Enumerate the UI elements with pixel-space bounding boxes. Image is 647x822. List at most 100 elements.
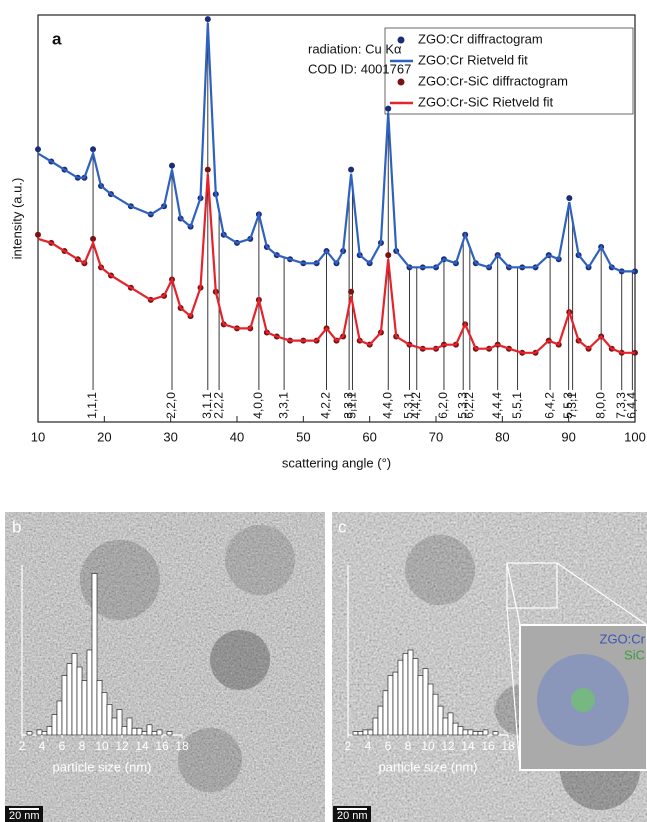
histogram-bar	[81, 680, 88, 736]
histogram-bar	[126, 717, 133, 736]
zoom-line	[506, 607, 521, 771]
histogram-bar	[96, 680, 103, 736]
inset-label: ZGO:Cr	[600, 631, 646, 646]
reflection-label: 6,4,4	[625, 392, 639, 419]
histogram-bar	[101, 692, 108, 736]
plot-frame	[37, 14, 636, 423]
histogram-bar	[61, 675, 68, 736]
histogram-bar	[121, 726, 128, 736]
data-point	[35, 231, 41, 238]
fit-line	[37, 173, 635, 354]
annotation: radiation: Cu Kα	[308, 41, 402, 56]
reflection-label: 6,2,2	[462, 392, 476, 419]
x-tick-label: 10	[31, 429, 45, 444]
histogram-bar	[66, 663, 73, 736]
particle	[178, 728, 242, 792]
histogram-bar	[377, 705, 384, 736]
histogram-bar	[482, 729, 489, 736]
x-tick-label: 10	[421, 739, 435, 753]
x-tick-label: 18	[501, 739, 515, 753]
reflection-label: 6,4,2	[542, 392, 556, 419]
histogram-bar	[452, 722, 459, 736]
x-tick-label: 14	[135, 739, 149, 753]
histogram-bar	[41, 731, 48, 736]
zoom-line	[556, 562, 647, 626]
histogram-bar	[36, 729, 43, 736]
histogram-bar	[46, 726, 53, 736]
legend-label: ZGO:Cr Rietveld fit	[418, 52, 528, 67]
x-axis-label: scattering angle (°)	[282, 455, 391, 470]
reflection-label: 5,1,1	[345, 392, 359, 419]
zoom-region	[506, 562, 558, 609]
x-tick-label: 8	[405, 739, 412, 753]
histogram-bar	[71, 653, 78, 736]
data-point	[204, 166, 211, 173]
histogram-bar	[407, 649, 414, 736]
inset-label: SiC	[624, 647, 645, 662]
histogram-bar	[51, 714, 58, 736]
reflection-label: 2,2,0	[164, 392, 178, 419]
data-point	[385, 252, 392, 259]
reflection-label: 4,2,2	[319, 392, 333, 419]
reflection-label: 4,4,4	[490, 392, 504, 419]
histogram-bar	[156, 729, 163, 736]
histogram-bar	[422, 668, 429, 736]
scale-bar-label: 20 nm	[9, 810, 40, 822]
x-tick-label: 4	[39, 739, 46, 753]
histogram-bar	[136, 727, 143, 736]
histogram-bar	[26, 731, 33, 736]
x-tick-label: 18	[175, 739, 189, 753]
histogram-bar	[56, 700, 63, 736]
histogram-bar	[477, 731, 484, 736]
reflection-label: 3,1,1	[200, 392, 214, 419]
reflection-label: 5,3,1	[402, 392, 416, 419]
reflection-label: 7,3,3	[614, 392, 628, 419]
histogram-bar	[86, 649, 93, 736]
data-point	[35, 146, 41, 153]
histogram-bar	[146, 724, 153, 736]
histogram-bar	[437, 705, 444, 736]
panel-label: b	[12, 517, 21, 536]
panel-label: c	[338, 517, 347, 536]
annotation: COD ID: 4001767	[308, 61, 411, 76]
histogram-bar	[427, 683, 434, 736]
legend-marker	[397, 36, 405, 44]
tem-background	[5, 512, 325, 822]
x-tick-label: 90	[561, 429, 575, 444]
legend-label: ZGO:Cr-SiC diffractogram	[418, 73, 568, 88]
x-tick-label: 2	[345, 739, 352, 753]
reflection-label: 6,2,0	[436, 392, 450, 419]
x-tick-label: 8	[79, 739, 86, 753]
particle	[405, 535, 475, 605]
x-tick-label: 20	[97, 429, 111, 444]
x-tick-label: 50	[296, 429, 310, 444]
x-tick-label: 16	[481, 739, 495, 753]
histogram-bar	[442, 717, 449, 736]
reflection-label: 7,3,1	[565, 392, 579, 419]
x-tick-label: 12	[441, 739, 455, 753]
histogram-bar	[151, 731, 158, 736]
reflection-label: 4,4,2	[409, 392, 423, 419]
x-tick-label: 30	[163, 429, 177, 444]
data-point	[90, 235, 97, 242]
histogram-bar	[382, 690, 389, 736]
data-point	[168, 162, 175, 169]
x-tick-label: 80	[495, 429, 509, 444]
legend-label: ZGO:Cr diffractogram	[418, 31, 543, 46]
x-tick-label: 12	[115, 739, 129, 753]
particle	[210, 630, 270, 690]
histogram-bar	[367, 729, 374, 736]
zoom-line	[506, 562, 521, 626]
tem-image-c	[332, 512, 647, 822]
x-tick-label: 6	[385, 739, 392, 753]
x-tick-label: 40	[230, 429, 244, 444]
tem-image-b	[5, 512, 325, 822]
histogram-bar	[166, 731, 173, 736]
x-tick-label: 2	[19, 739, 26, 753]
histogram-bar	[447, 712, 454, 736]
x-axis-label: particle size (nm)	[379, 759, 478, 774]
histogram-bar	[397, 659, 404, 736]
x-axis-label: particle size (nm)	[53, 759, 152, 774]
data-point	[90, 146, 97, 153]
histogram-bar	[91, 573, 98, 736]
